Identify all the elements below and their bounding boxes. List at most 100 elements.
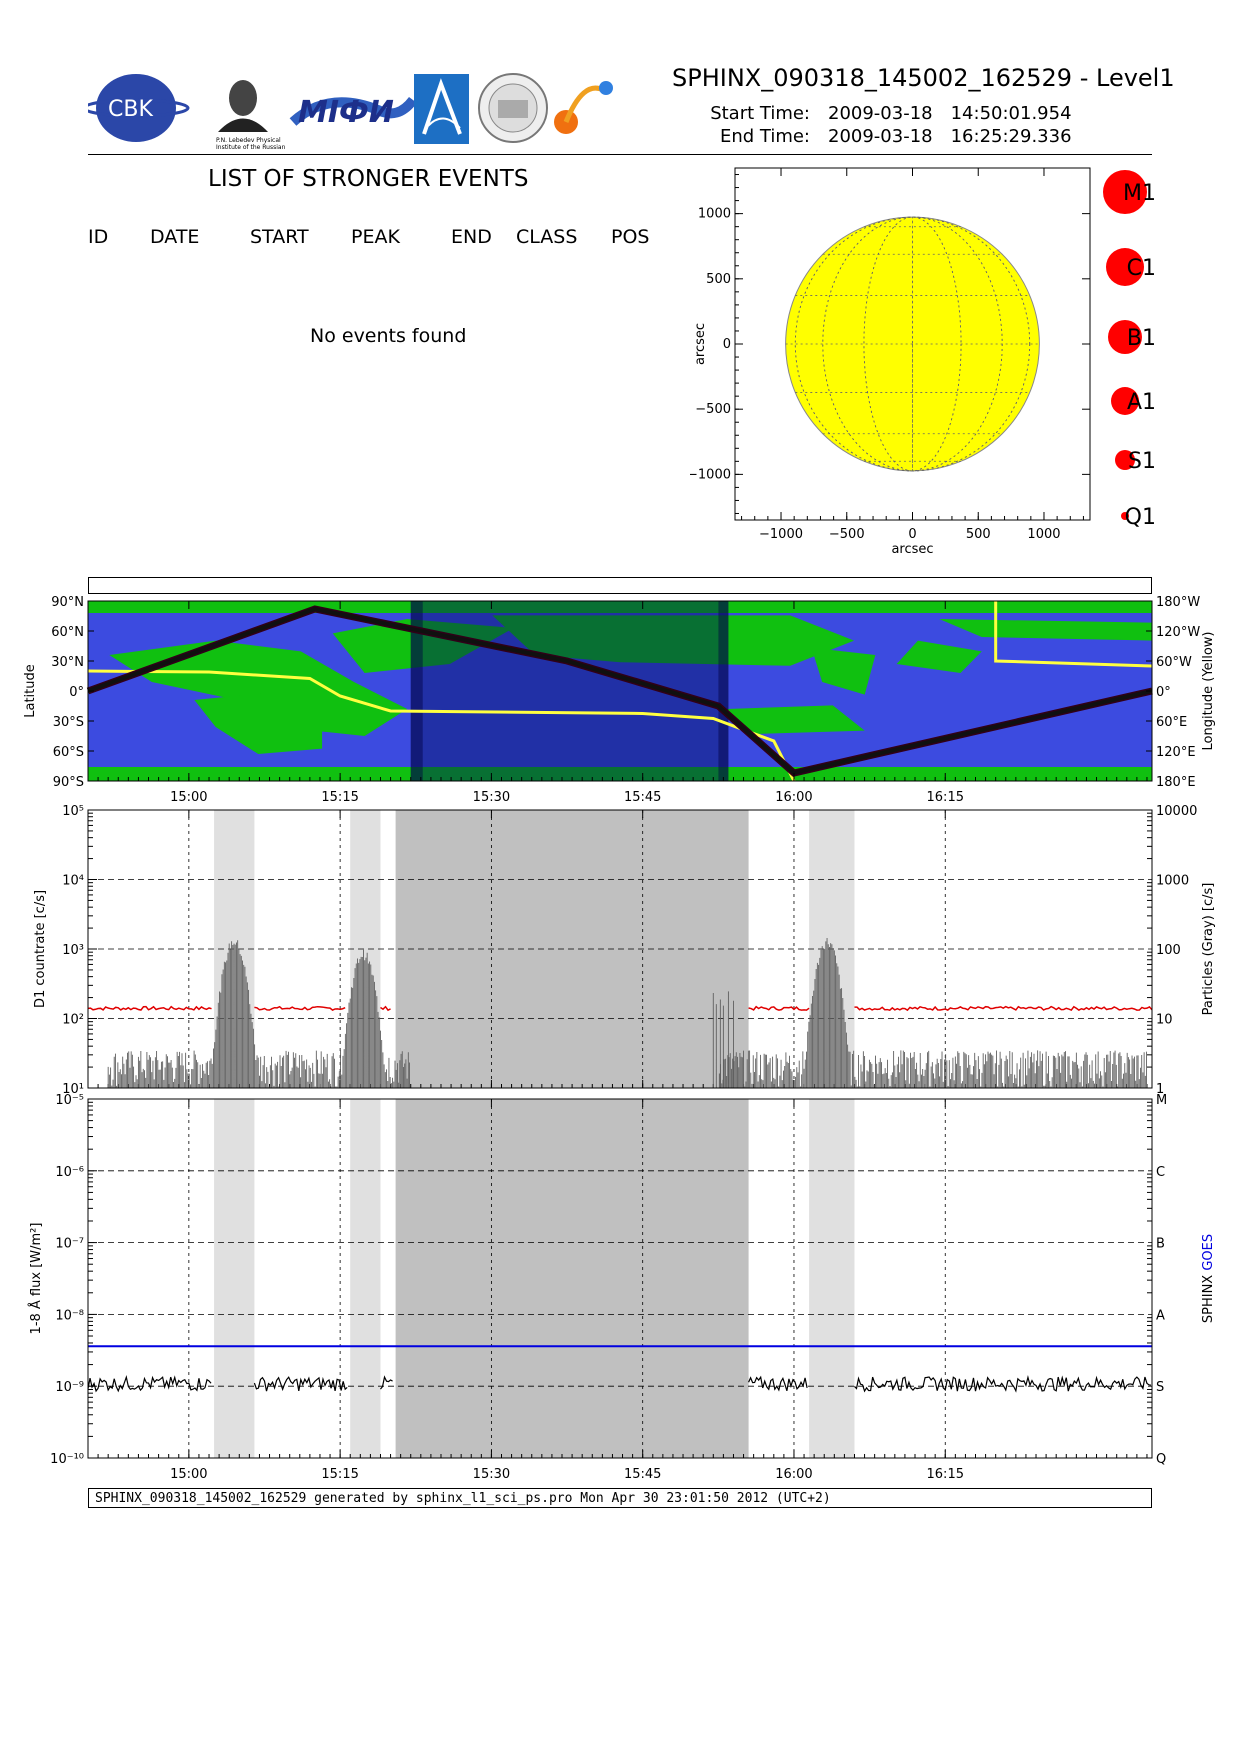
flux-ytick-label: 10⁻¹⁰ [50,1452,84,1467]
map-lat-label: 0° [69,685,84,700]
legend-dot-q1 [1121,512,1129,520]
svg-text:P.N. Lebedev Physical: P.N. Lebedev Physical [216,137,281,144]
d1-ytick-label: 10² [62,1013,84,1028]
sphinx-series [748,1375,808,1392]
legend-dot-s1 [1115,450,1135,470]
d1-ytick-label: 10¹ [62,1082,84,1097]
header-divider [88,154,1152,155]
legend-label-c1: C1 [1127,256,1156,281]
particles-ytick-label: 10 [1156,1013,1173,1028]
sun-logo [554,81,613,134]
start-time: 14:50:01.954 [950,103,1072,124]
map-land [939,619,1152,641]
disk-ytick-label: 1000 [698,207,731,222]
timeseries-charts: 90°N 180°W 60°N 120°W 30°N 60°W 0° 0° 30°S 60°E 60… [23,595,1216,1482]
triangle-logo [414,74,469,144]
flux-legend-sphinx: SPHINX [1201,1275,1216,1323]
map-ylabel-right: Longitude (Yellow) [1201,632,1216,751]
mifi-logo: MIФИ [289,95,417,130]
disk-ytick-label: 0 [723,337,731,352]
observatory-seal [478,73,548,143]
lebedev-logo: P.N. Lebedev Physical Institute of the R… [216,80,286,151]
map-lat-label: 60°S [53,745,84,760]
map-lon-label: 180°E [1156,775,1196,790]
start-date: 2009-03-18 [828,103,933,124]
disk-xtick-label: 500 [966,527,991,542]
map-terminator-left [410,601,423,781]
map-lon-label: 60°E [1156,715,1187,730]
events-title: LIST OF STRONGER EVENTS [208,166,529,192]
end-date: 2009-03-18 [828,126,933,147]
flux-xtick-label: 16:15 [927,1467,964,1482]
end-time-row: End Time: 2009-03-18 16:25:29.336 [700,126,1072,147]
disk-xtick-label: −1000 [759,527,803,542]
map-terminator-right [718,601,729,781]
flux-xtick-label: 15:30 [473,1467,510,1482]
flux-ylabel-right: SPHINX GOES [1201,1234,1216,1323]
flux-class-label: C [1156,1165,1165,1180]
disk-ylabel: arcsec [693,323,708,365]
map-xtick-label: 16:00 [775,790,812,805]
flux-ytick-label: 10⁻⁵ [55,1093,84,1108]
flux-ytick-label: 10⁻⁹ [55,1380,84,1395]
d1-ytick-label: 10⁵ [62,804,84,819]
events-header-start: START [250,226,309,248]
disk-xtick-label: −500 [829,527,865,542]
map-antarctica [88,767,1152,781]
legend-dot-a1 [1111,387,1139,415]
map-xtick-label: 16:15 [927,790,964,805]
solar-disk-chart: −1000 −500 0 500 1000 1000 500 0 −500 −1000 arcsec… [690,167,1156,557]
particles-ytick-label: 100 [1156,943,1181,958]
map-xtick-label: 15:45 [624,790,661,805]
svg-text:CBK: CBK [108,97,153,122]
legend-label-b1: B1 [1127,326,1156,351]
legend-label-a1: A1 [1127,390,1156,415]
legend-dot-b1 [1108,320,1142,354]
flux-xtick-label: 15:00 [170,1467,207,1482]
flux-shade [395,1099,749,1458]
legend-dot-c1 [1106,248,1144,286]
sphinx-series [380,1375,393,1390]
legend-label-s1: S1 [1128,449,1156,474]
map-land [492,615,855,666]
d1-ytick-label: 10³ [62,943,84,958]
map-lon-label: 120°W [1156,625,1200,640]
legend-dot-m1 [1103,170,1147,214]
disk-xlabel: arcsec [891,542,933,557]
map-lon-label: 60°W [1156,655,1192,670]
cbk-logo: CBK [82,74,190,142]
map-land [194,687,323,754]
events-header-peak: PEAK [351,226,400,248]
flux-xtick-label: 16:00 [775,1467,812,1482]
map-lat-label: 90°S [53,775,84,790]
flux-xtick-label: 15:45 [624,1467,661,1482]
particles-ytick-label: 1000 [1156,874,1189,889]
events-header-end: END [451,226,492,248]
flux-class-label: M [1156,1093,1167,1108]
orbit-track-core [87,606,1153,776]
map-land [896,640,982,673]
flux-class-label: S [1156,1380,1164,1395]
disk-xtick-label: 0 [908,527,916,542]
disk-ytick-label: −500 [695,402,731,417]
disk-ytick-label: −1000 [690,467,731,482]
flux-ytick-label: 10⁻⁷ [55,1237,84,1252]
d1-ytick-label: 10⁴ [62,874,84,889]
events-header-date: DATE [150,226,200,248]
events-header-class: CLASS [516,226,578,248]
map-lat-label: 30°S [53,715,84,730]
svg-text:MIФИ: MIФИ [298,95,394,130]
d1-series [254,1005,346,1011]
end-time: 16:25:29.336 [950,126,1072,147]
d1-ylabel-right: Particles (Gray) [c/s] [1201,883,1216,1016]
flux-class-label: Q [1156,1452,1166,1467]
flux-legend-goes: GOES [1201,1234,1216,1275]
map-ylabel-left: Latitude [23,664,38,718]
start-time-row: Start Time: 2009-03-18 14:50:01.954 [700,103,1072,124]
logo-strip: CBK P.N. Lebedev Physical Institute of t… [82,70,648,151]
svg-text:Institute of the Russian: Institute of the Russian [216,144,286,150]
map-land [332,619,514,673]
d1-series [854,1005,1153,1012]
sphinx-series [87,1375,212,1393]
disk-xtick-label: 1000 [1027,527,1060,542]
